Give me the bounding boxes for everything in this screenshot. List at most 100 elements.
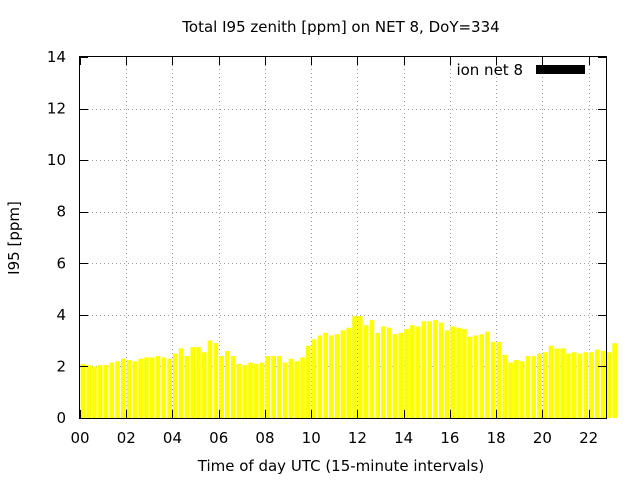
bar: [109, 362, 115, 418]
x-tick-label: 12: [348, 429, 367, 447]
x-tick-labels: 00 02 04 06 08 10 12 14 16 18 20 22: [70, 429, 598, 447]
bar: [144, 357, 149, 418]
y-tick-label: 0: [56, 409, 66, 427]
bar: [600, 350, 606, 418]
bar: [288, 358, 294, 418]
y-axis-label: I95 [ppm]: [5, 201, 23, 275]
bar: [525, 356, 531, 418]
x-tick-label: 02: [117, 429, 136, 447]
bar: [548, 345, 554, 418]
bar: [138, 358, 144, 418]
bar: [121, 358, 126, 418]
x-tick-label: 06: [209, 429, 228, 447]
bar: [421, 321, 427, 418]
bar: [462, 329, 467, 418]
bar: [253, 363, 259, 418]
bar: [404, 329, 409, 418]
bar: [196, 347, 201, 418]
bar: [473, 335, 479, 418]
bar: [201, 352, 207, 418]
chart-title: Total I95 zenith [ppm] on NET 8, DoY=334: [181, 18, 499, 36]
bar: [271, 356, 276, 418]
bar: [363, 325, 369, 418]
bar: [531, 356, 537, 418]
bar: [375, 332, 380, 418]
bar: [236, 363, 242, 418]
bar: [323, 332, 328, 418]
bar: [386, 327, 392, 418]
bar: [542, 352, 548, 418]
bar: [381, 326, 386, 418]
bar: [184, 356, 190, 418]
bar: [155, 356, 161, 418]
x-tick-label: 20: [533, 429, 552, 447]
bar: [438, 322, 444, 418]
bar: [589, 352, 594, 418]
bar: [595, 349, 600, 418]
y-tick-labels: 0 2 4 6 8 10 12 14: [47, 48, 66, 427]
bar: [190, 347, 196, 418]
x-tick-label: 08: [255, 429, 274, 447]
bar: [352, 316, 357, 418]
bar: [126, 359, 132, 418]
bar: [479, 334, 485, 418]
x-tick-label: 04: [163, 429, 182, 447]
bar: [340, 330, 346, 418]
y-tick-label: 14: [47, 48, 66, 66]
bar: [248, 362, 253, 418]
bar: [502, 354, 508, 418]
axis-ticks: [80, 57, 606, 419]
bar: [427, 321, 433, 418]
bar: [554, 348, 560, 418]
legend: ion net 8: [456, 61, 585, 79]
bar: [612, 343, 617, 418]
y-tick-label: 6: [56, 254, 66, 272]
bar: [219, 356, 224, 418]
plot-frame: [79, 56, 607, 419]
bar: [415, 326, 421, 418]
bar: [132, 361, 138, 418]
bar: [282, 362, 288, 418]
bar: [577, 353, 583, 418]
bar: [410, 325, 415, 418]
bar: [566, 353, 571, 418]
bar: [317, 335, 323, 418]
bar: [346, 327, 352, 418]
x-tick-label: 14: [394, 429, 413, 447]
legend-label: ion net 8: [456, 61, 523, 79]
bar: [358, 316, 363, 418]
bar: [173, 353, 178, 418]
bar: [306, 345, 311, 418]
bar: [537, 353, 542, 418]
bar: [606, 352, 612, 418]
bar: [392, 334, 398, 418]
x-tick-label: 22: [579, 429, 598, 447]
bar: [230, 356, 236, 418]
bar: [300, 357, 305, 418]
bar: [490, 341, 496, 418]
x-tick-label: 00: [70, 429, 89, 447]
x-tick-label: 16: [440, 429, 459, 447]
bar: [207, 340, 213, 418]
y-tick-label: 12: [47, 100, 66, 118]
bar: [115, 361, 120, 418]
bar: [456, 327, 461, 418]
bar: [225, 350, 230, 418]
bar: [485, 331, 490, 418]
bar: [178, 348, 184, 418]
bar: [508, 362, 513, 418]
bar: [583, 352, 589, 418]
x-tick-label: 18: [487, 429, 506, 447]
bar: [334, 334, 340, 418]
bar: [560, 348, 565, 418]
bar: [444, 330, 450, 418]
bar: [514, 359, 519, 418]
bar: [92, 366, 97, 418]
bar: [149, 357, 155, 418]
bar: [97, 365, 103, 418]
bar: [213, 343, 219, 418]
bar: [103, 365, 109, 418]
bar-series: [80, 316, 617, 418]
bar: [277, 356, 282, 418]
